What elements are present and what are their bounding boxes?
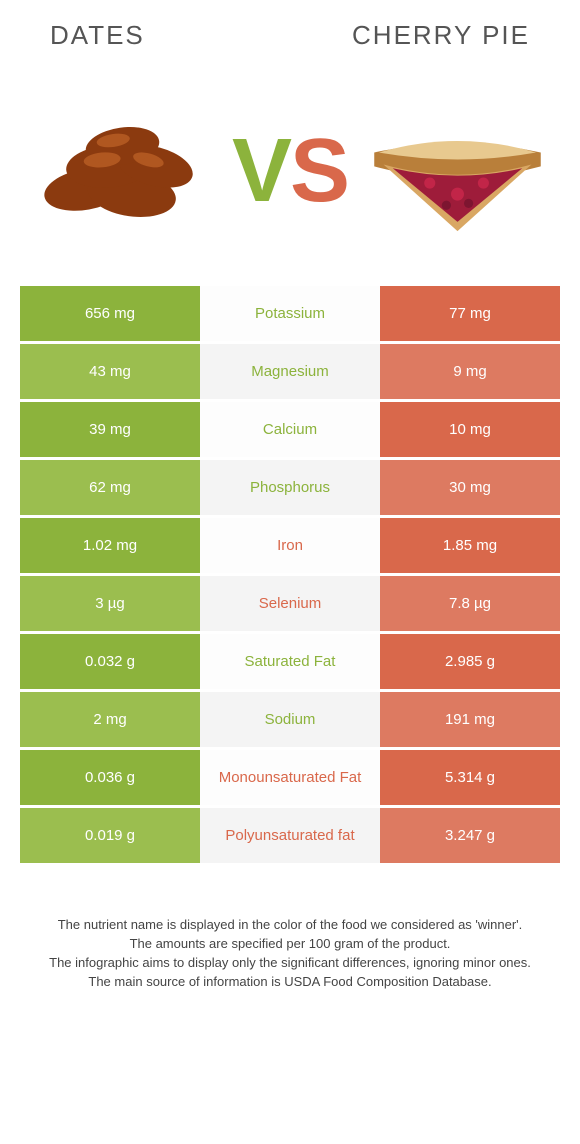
table-row: 2 mgSodium191 mg [20, 692, 560, 747]
left-food-title: Dates [50, 20, 145, 51]
footer-line-4: The main source of information is USDA F… [30, 973, 550, 992]
left-value: 3 µg [20, 576, 200, 631]
left-value: 0.019 g [20, 808, 200, 863]
table-row: 39 mgCalcium10 mg [20, 402, 560, 457]
nutrient-label: Polyunsaturated fat [200, 808, 380, 863]
images-row: VS [20, 76, 560, 266]
nutrient-label: Magnesium [200, 344, 380, 399]
right-value: 3.247 g [380, 808, 560, 863]
left-value: 1.02 mg [20, 518, 200, 573]
table-row: 0.032 gSaturated Fat2.985 g [20, 634, 560, 689]
right-value: 77 mg [380, 286, 560, 341]
right-value: 30 mg [380, 460, 560, 515]
right-value: 7.8 µg [380, 576, 560, 631]
nutrient-label: Selenium [200, 576, 380, 631]
dates-image [30, 96, 215, 246]
right-value: 5.314 g [380, 750, 560, 805]
footer-line-3: The infographic aims to display only the… [30, 954, 550, 973]
vs-v-letter: V [232, 120, 290, 223]
nutrient-label: Saturated Fat [200, 634, 380, 689]
footer-notes: The nutrient name is displayed in the co… [20, 916, 560, 991]
nutrient-label: Calcium [200, 402, 380, 457]
right-value: 2.985 g [380, 634, 560, 689]
table-row: 62 mgPhosphorus30 mg [20, 460, 560, 515]
vs-label: VS [232, 120, 348, 223]
right-value: 1.85 mg [380, 518, 560, 573]
right-food-title: Cherry Pie [352, 20, 530, 51]
right-value: 9 mg [380, 344, 560, 399]
nutrient-table: 656 mgPotassium77 mg43 mgMagnesium9 mg39… [20, 286, 560, 866]
left-value: 39 mg [20, 402, 200, 457]
nutrient-label: Phosphorus [200, 460, 380, 515]
right-value: 10 mg [380, 402, 560, 457]
nutrient-label: Potassium [200, 286, 380, 341]
left-value: 0.036 g [20, 750, 200, 805]
left-value: 656 mg [20, 286, 200, 341]
table-row: 0.036 gMonounsaturated Fat5.314 g [20, 750, 560, 805]
nutrient-label: Sodium [200, 692, 380, 747]
cherry-pie-image [365, 96, 550, 246]
nutrient-label: Iron [200, 518, 380, 573]
table-row: 656 mgPotassium77 mg [20, 286, 560, 341]
footer-line-1: The nutrient name is displayed in the co… [30, 916, 550, 935]
left-value: 43 mg [20, 344, 200, 399]
footer-line-2: The amounts are specified per 100 gram o… [30, 935, 550, 954]
vs-s-letter: S [290, 120, 348, 223]
left-value: 0.032 g [20, 634, 200, 689]
table-row: 0.019 gPolyunsaturated fat3.247 g [20, 808, 560, 863]
left-value: 62 mg [20, 460, 200, 515]
table-row: 1.02 mgIron1.85 mg [20, 518, 560, 573]
table-row: 43 mgMagnesium9 mg [20, 344, 560, 399]
header-row: Dates Cherry Pie [20, 20, 560, 51]
nutrient-label: Monounsaturated Fat [200, 750, 380, 805]
right-value: 191 mg [380, 692, 560, 747]
left-value: 2 mg [20, 692, 200, 747]
table-row: 3 µgSelenium7.8 µg [20, 576, 560, 631]
